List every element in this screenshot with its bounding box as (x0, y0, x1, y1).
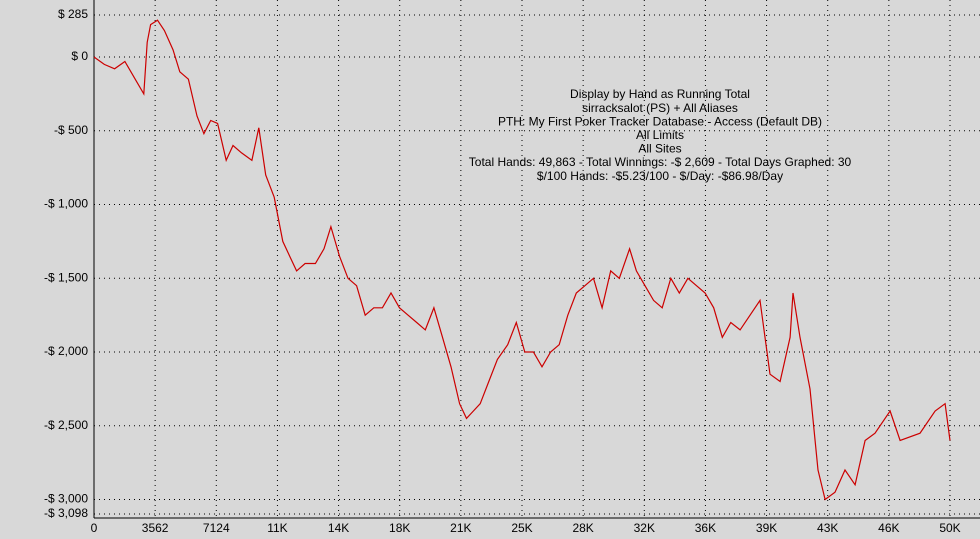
x-tick-label: 39K (756, 521, 777, 535)
x-tick-label: 0 (91, 521, 98, 535)
annotation: All Limits (636, 128, 684, 142)
y-tick-label: -$ 1,000 (44, 197, 88, 211)
x-tick-label: 46K (878, 521, 899, 535)
annotation: All Sites (638, 142, 681, 156)
x-tick-label: 21K (450, 521, 471, 535)
y-tick-label: -$ 2,000 (44, 344, 88, 358)
y-tick-label: -$ 2,500 (44, 418, 88, 432)
annotation: PTH: My First Poker Tracker Database - A… (498, 114, 822, 128)
x-tick-label: 36K (695, 521, 716, 535)
y-tick-label: $ 0 (71, 49, 88, 63)
annotation: Total Hands: 49,863 - Total Winnings: -$… (469, 155, 852, 169)
x-tick-label: 28K (572, 521, 593, 535)
series-line (93, 19, 951, 501)
annotation: $/100 Hands: -$5.23/100 - $/Day: -$86.98… (537, 169, 783, 183)
x-tick-label: 25K (511, 521, 532, 535)
y-tick-label: $ 285 (58, 7, 88, 21)
x-tick-label: 43K (817, 521, 838, 535)
y-tick-label: -$ 1,500 (44, 270, 88, 284)
x-tick-label: 50K (939, 521, 960, 535)
annotation: Display by Hand as Running Total (570, 87, 750, 101)
x-tick-label: 11K (267, 521, 287, 535)
y-tick-label: -$ 3,000 (44, 492, 88, 506)
x-tick-label: 7124 (203, 521, 230, 535)
x-tick-label: 32K (634, 521, 655, 535)
annotation: sirracksalot (PS) + All Aliases (582, 101, 738, 115)
y-tick-label: -$ 3,098 (44, 506, 88, 520)
x-tick-label: 18K (389, 521, 410, 535)
x-tick-label: 3562 (142, 521, 169, 535)
y-tick-label: -$ 500 (54, 123, 88, 137)
x-tick-label: 14K (328, 521, 349, 535)
